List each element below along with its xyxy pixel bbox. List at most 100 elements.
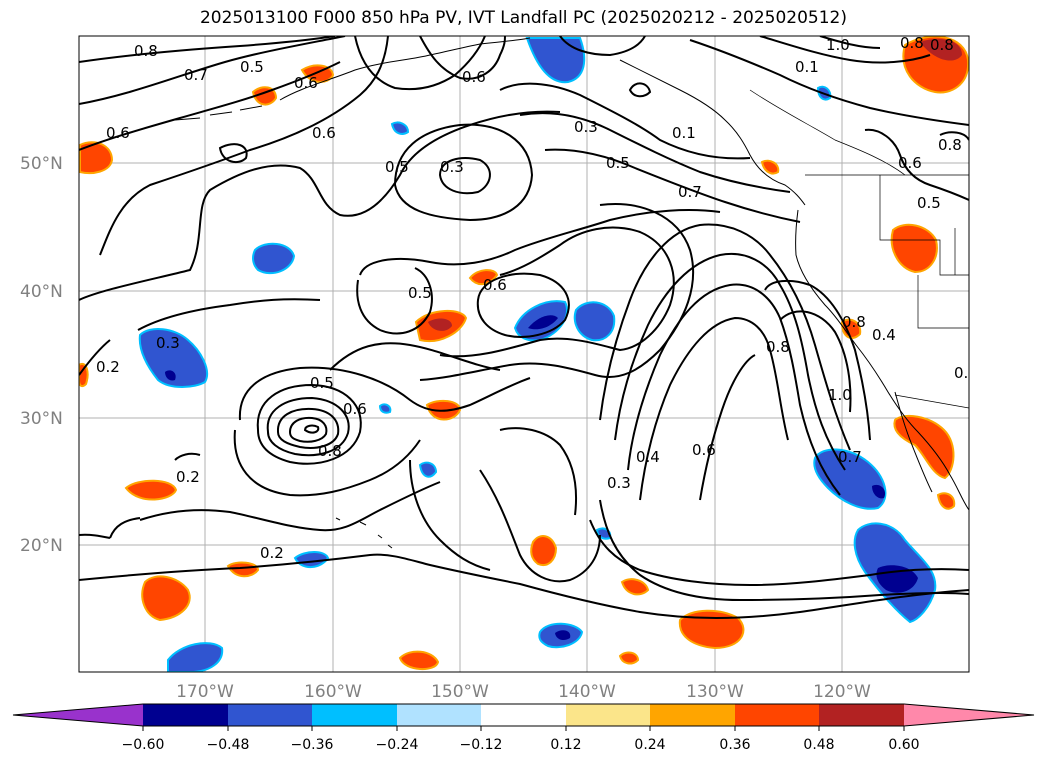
colorbar-ticks	[142, 726, 905, 731]
contour-label: 0.4	[872, 326, 896, 344]
contour-label: 0.7	[838, 448, 862, 466]
contour-label: 0.7	[184, 66, 208, 84]
latitude-labels: 50°N 40°N 30°N 20°N	[20, 154, 63, 556]
colorbar-segment	[228, 704, 312, 726]
colorbar-tick-label: 0.24	[634, 737, 665, 753]
contour-label: 0.8	[318, 442, 342, 460]
positive-patch	[620, 578, 650, 596]
contour-label: 0.3	[156, 334, 180, 352]
contour-labels: 0.8 0.7 0.5 0.6 0.6 0.5 0.3 0.3 0.6 0.5 …	[96, 22, 978, 562]
positive-patch	[79, 141, 114, 175]
contour-label: 0.8	[134, 42, 158, 60]
lon-label: 160°W	[304, 682, 362, 702]
colorbar-tick-label: 0.12	[550, 737, 581, 753]
negative-patch	[418, 461, 438, 478]
contour-label: 0.5	[310, 374, 334, 392]
negative-patch	[378, 403, 392, 414]
lon-label: 150°W	[431, 682, 489, 702]
contour-label: 0.2	[260, 544, 284, 562]
contour-label: 1.0	[828, 386, 852, 404]
colorbar-tick-label: −0.48	[207, 737, 250, 753]
negative-patch	[390, 121, 410, 135]
contour-label: 0.8	[900, 34, 924, 52]
positive-patch	[468, 269, 499, 286]
contour-label: 0.6	[343, 400, 367, 418]
contour-label: 0.6	[312, 124, 336, 142]
lat-label: 50°N	[20, 154, 63, 174]
negative-core-patch	[165, 370, 176, 381]
contour-label: 0.2	[176, 468, 200, 486]
contour-label: 0.7	[320, 22, 344, 40]
lon-label: 130°W	[686, 682, 744, 702]
colorbar-tick-label: −0.12	[460, 737, 503, 753]
positive-patch	[79, 362, 89, 388]
positive-patch	[226, 561, 260, 578]
colorbar-tick-label: −0.36	[291, 737, 334, 753]
lat-label: 40°N	[20, 282, 63, 302]
contour-label: 0.8	[938, 136, 962, 154]
colorbar-tick-labels: −0.60 −0.48 −0.36 −0.24 −0.12 0.12 0.24 …	[122, 737, 920, 753]
colorbar-extend-right	[904, 704, 1034, 726]
positive-patch	[124, 479, 178, 501]
colorbar-extend-left	[13, 704, 143, 726]
contour-label: 0.6	[483, 276, 507, 294]
positive-patch	[893, 414, 955, 480]
contour-label: 0.3	[440, 158, 464, 176]
negative-core-patch	[528, 315, 558, 330]
coastlines	[174, 37, 969, 549]
positive-patch	[890, 223, 938, 274]
positive-patch	[678, 609, 745, 650]
gridlines	[79, 36, 969, 672]
contour-label: 0.6	[106, 124, 130, 142]
plot-area	[79, 36, 969, 672]
positive-core-patch	[920, 38, 962, 61]
positive-patch	[398, 650, 440, 670]
contour-label: 0.5	[606, 154, 630, 172]
negative-core-patch	[555, 630, 571, 641]
colorbar-segment	[397, 704, 481, 726]
colorbar-segment	[819, 704, 904, 726]
contour-label: 0.6	[462, 68, 486, 86]
negative-patch	[573, 301, 616, 342]
negative-patch	[252, 242, 296, 275]
longitude-labels: 170°W 160°W 150°W 140°W 130°W 120°W	[176, 682, 871, 702]
positive-patch	[936, 492, 956, 510]
contour-label: 0.3	[574, 118, 598, 136]
contour-label: 0.8	[930, 36, 954, 54]
contour-label: 0.1	[795, 58, 819, 76]
colorbar-tick-label: −0.24	[376, 737, 419, 753]
contour-label: 0.1	[672, 124, 696, 142]
lon-label: 140°W	[558, 682, 616, 702]
colorbar-tick-label: 0.60	[888, 737, 919, 753]
shaded-patches	[79, 36, 969, 672]
contour-label: 0.5	[408, 284, 432, 302]
contour-label: 0.6	[898, 154, 922, 172]
lat-label: 20°N	[20, 536, 63, 556]
positive-patch	[141, 575, 191, 622]
lon-label: 120°W	[813, 682, 871, 702]
contour-label: 0.6	[294, 74, 318, 92]
contour-label: 0.8	[842, 313, 866, 331]
map-title: 2025013100 F000 850 hPa PV, IVT Landfall…	[199, 8, 847, 28]
contour-label: 0.4	[636, 448, 660, 466]
negative-patch	[138, 328, 208, 388]
colorbar-tick-label: −0.60	[122, 737, 165, 753]
plot-frame	[78, 35, 970, 673]
contour-label: 0.7	[678, 183, 702, 201]
contour-label: 0.0	[954, 364, 978, 382]
colorbar-segment	[312, 704, 397, 726]
colorbar-segment	[143, 704, 228, 726]
lat-label: 30°N	[20, 409, 63, 429]
negative-core-patch	[872, 484, 886, 499]
contour-label: 0.6	[692, 441, 716, 459]
contour-label: 0.3	[607, 474, 631, 492]
contour-label: 0.2	[96, 358, 120, 376]
colorbar-segment	[735, 704, 819, 726]
contour-label: 0.8	[766, 338, 790, 356]
colorbar: −0.60 −0.48 −0.36 −0.24 −0.12 0.12 0.24 …	[12, 703, 1035, 753]
colorbar-tick-label: 0.36	[719, 737, 750, 753]
contour-label: 1.0	[826, 36, 850, 54]
lon-label: 170°W	[176, 682, 234, 702]
colorbar-segment	[566, 704, 650, 726]
